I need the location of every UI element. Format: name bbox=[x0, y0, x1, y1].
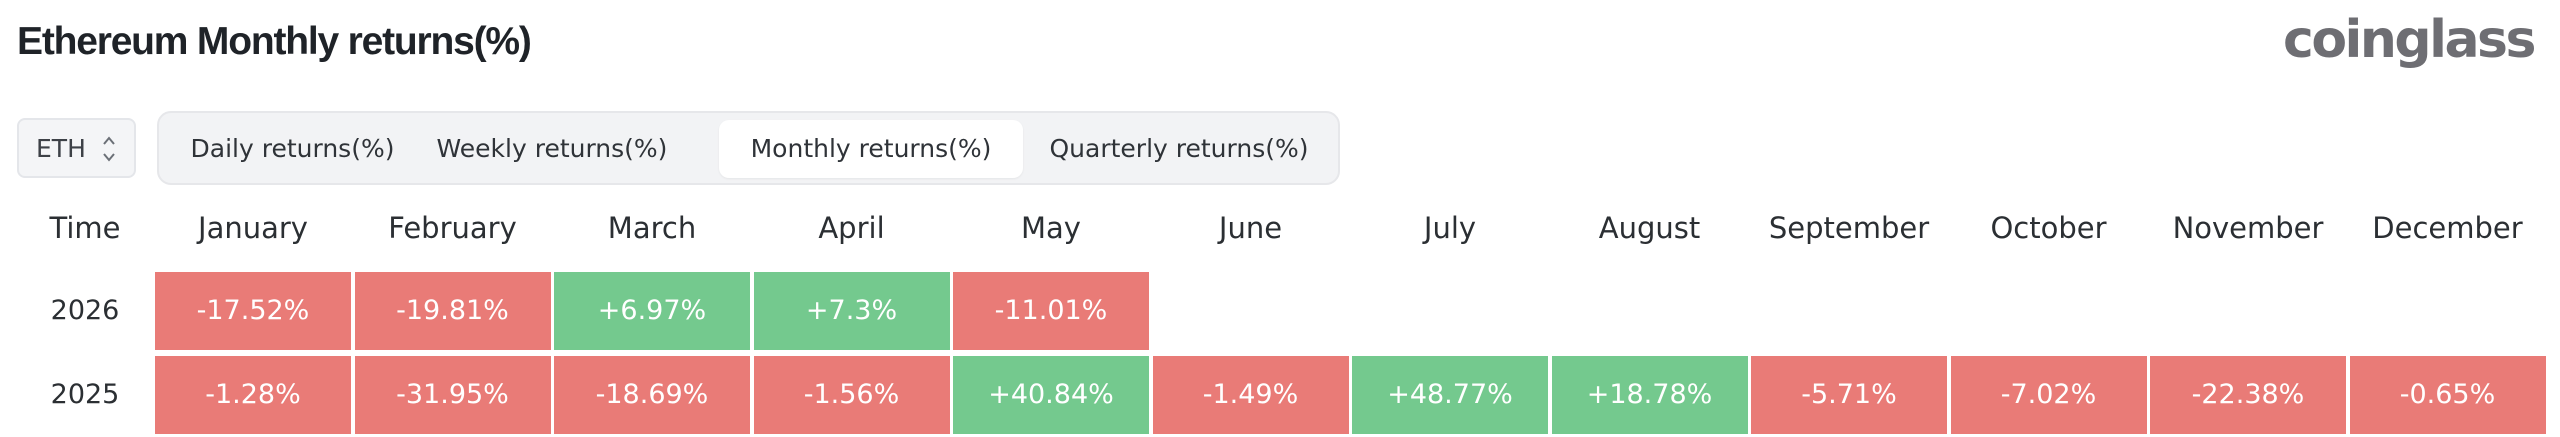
return-cell: -19.81% bbox=[354, 272, 551, 350]
return-cell: -18.69% bbox=[554, 356, 750, 434]
month-header: January bbox=[198, 211, 308, 245]
tab-quarterly-returns[interactable]: Quarterly returns(%) bbox=[1049, 134, 1309, 163]
return-cell: -22.38% bbox=[2150, 356, 2346, 434]
return-cell: +48.77% bbox=[1352, 356, 1548, 434]
month-header: September bbox=[1768, 211, 1930, 245]
month-header: August bbox=[1598, 211, 1701, 245]
return-cell: -1.28% bbox=[155, 356, 351, 434]
chevron-up-down-icon bbox=[102, 132, 116, 166]
return-cell: +7.3% bbox=[753, 272, 950, 350]
time-header: Time bbox=[49, 211, 121, 245]
return-cell: -11.01% bbox=[953, 272, 1149, 350]
return-cell: +40.84% bbox=[953, 356, 1149, 434]
return-period-tabs: Daily returns(%) Weekly returns(%) Month… bbox=[157, 111, 1340, 185]
month-header: May bbox=[1021, 211, 1081, 245]
tab-monthly-returns[interactable]: Monthly returns(%) bbox=[719, 120, 1023, 178]
tab-weekly-returns[interactable]: Weekly returns(%) bbox=[436, 134, 668, 163]
page-title: Ethereum Monthly returns(%) bbox=[17, 20, 532, 63]
return-cell: -1.49% bbox=[1152, 356, 1349, 434]
year-label: 2025 bbox=[50, 379, 120, 410]
coinglass-logo: coinglass bbox=[2283, 10, 2536, 70]
return-cell: -31.95% bbox=[354, 356, 551, 434]
month-header: February bbox=[388, 211, 517, 245]
coin-select[interactable]: ETH bbox=[17, 118, 136, 178]
month-header: March bbox=[607, 211, 697, 245]
month-header: June bbox=[1218, 211, 1283, 245]
return-cell: +6.97% bbox=[554, 272, 750, 350]
coin-select-value: ETH bbox=[36, 133, 86, 163]
month-header: October bbox=[1990, 211, 2107, 245]
month-header: December bbox=[2372, 211, 2523, 245]
return-cell: -1.56% bbox=[753, 356, 950, 434]
month-header: November bbox=[2172, 211, 2324, 245]
return-cell: -17.52% bbox=[155, 272, 351, 350]
month-header: July bbox=[1423, 211, 1477, 245]
month-header: April bbox=[818, 211, 885, 245]
return-cell: -0.65% bbox=[2349, 356, 2546, 434]
year-label: 2026 bbox=[50, 295, 120, 326]
return-cell: +18.78% bbox=[1551, 356, 1748, 434]
return-cell: -5.71% bbox=[1751, 356, 1947, 434]
tab-daily-returns[interactable]: Daily returns(%) bbox=[190, 134, 395, 163]
return-cell: -7.02% bbox=[1950, 356, 2147, 434]
